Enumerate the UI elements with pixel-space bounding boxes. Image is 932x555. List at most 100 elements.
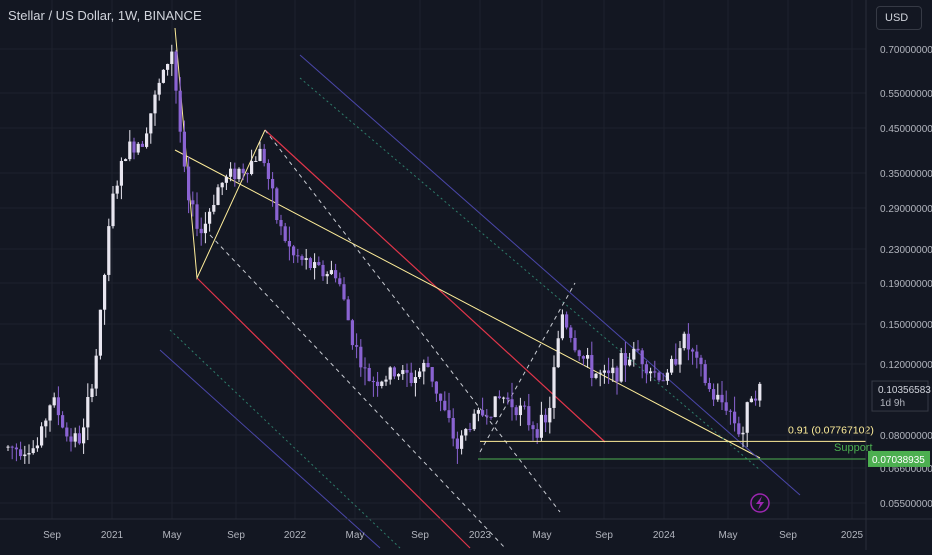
candle-body [61,415,65,428]
candle-body [611,367,615,374]
time-tick-label: May [533,530,552,541]
candle-body [174,51,178,91]
candle-body [107,226,111,275]
candle-body [258,148,262,161]
candle-body [229,168,233,177]
candle-body [581,356,585,359]
candle-body [649,371,653,374]
candle-body [716,394,720,400]
time-tick-label: May [346,530,365,541]
candle-body [451,417,455,439]
candle-body [657,372,661,381]
candle-body [65,427,69,437]
candle-body [527,406,531,426]
candle-body [413,377,417,383]
candle-body [544,414,548,423]
candle-body [203,223,207,234]
last-price-tag [871,380,929,412]
candle-body [493,396,497,418]
time-axis[interactable]: Sep 2021 May Sep 2022 May Sep 2023 May Sep 2024 May… [43,530,863,541]
candle-body [329,270,333,275]
candle-body [338,278,342,285]
candle-body [758,383,762,401]
candle-body [607,370,611,374]
candle-body [594,373,598,378]
dashed-line [479,282,576,453]
candle-body [577,350,581,357]
drawing-overlays[interactable]: 0.91 (0.07767102) Support [478,424,874,460]
candle-body [560,314,564,339]
candle-body [682,333,686,349]
candle-body [644,364,648,374]
candle-body [52,397,56,406]
candle-body [720,394,724,403]
candle-countdown: 1d 9h [880,398,905,409]
candle-body [367,367,371,382]
candle-body [237,168,241,180]
candle-body [703,364,707,384]
candle-body [98,309,102,356]
candle-body [615,367,619,382]
support-label: Support [834,442,873,454]
candle-body [518,405,522,416]
candle-body [514,407,518,416]
candle-body [19,449,23,457]
candle-body [707,383,711,390]
candle-body [321,264,325,277]
candle-body [161,69,165,83]
candle-body [296,255,300,257]
candle-body [241,168,245,174]
candle-body [523,405,527,407]
candle-body [69,436,73,442]
price-tick-label: 0.23000000 [880,245,932,256]
candle-body [661,380,665,382]
candle-body [10,446,14,448]
price-tick-label: 0.29000000 [880,204,932,215]
price-tick-label: 0.35000000 [880,169,932,180]
outer-channel-line [159,349,381,549]
lightning-icon[interactable] [750,493,770,513]
candle-body [23,454,27,457]
candle-body [430,367,434,382]
time-tick-label: May [719,530,738,541]
candle-body [77,433,81,444]
candle-body [586,355,590,359]
price-tick-label: 0.05500000 [880,499,932,510]
candle-body [149,113,153,134]
candle-body [455,438,459,449]
candle-body [317,262,321,265]
candle-body [342,284,346,300]
candle-body [640,350,644,365]
candle-body [103,274,107,310]
support-price-value: 0.07038935 [872,455,925,466]
candle-body [602,370,606,373]
currency-button[interactable]: USD [876,6,922,30]
candle-body [40,426,44,446]
candle-body [376,381,380,387]
candle-body [418,371,422,378]
candle-body [678,348,682,365]
price-axis[interactable]: 0.70000000 0.55000000 0.45000000 0.35000000… [880,45,932,510]
time-tick-label: 2025 [841,530,864,541]
candle-body [489,416,493,418]
candle-body [363,367,367,369]
candle-body [497,396,501,399]
candle-body [220,182,224,188]
candle-body [636,348,640,351]
candle-body [397,374,401,377]
grid-lines [0,0,866,519]
candle-body [733,411,737,424]
price-tick-label: 0.55000000 [880,89,932,100]
candle-body [44,420,48,427]
candle-body [250,161,254,175]
candle-body [31,448,35,454]
candle-body [426,362,430,368]
candle-body [695,351,699,358]
time-tick-label: Sep [43,530,61,541]
candle-body [300,256,304,260]
candle-body [371,381,375,383]
price-tick-label: 0.45000000 [880,124,932,135]
dotted-channel-line [299,77,761,471]
